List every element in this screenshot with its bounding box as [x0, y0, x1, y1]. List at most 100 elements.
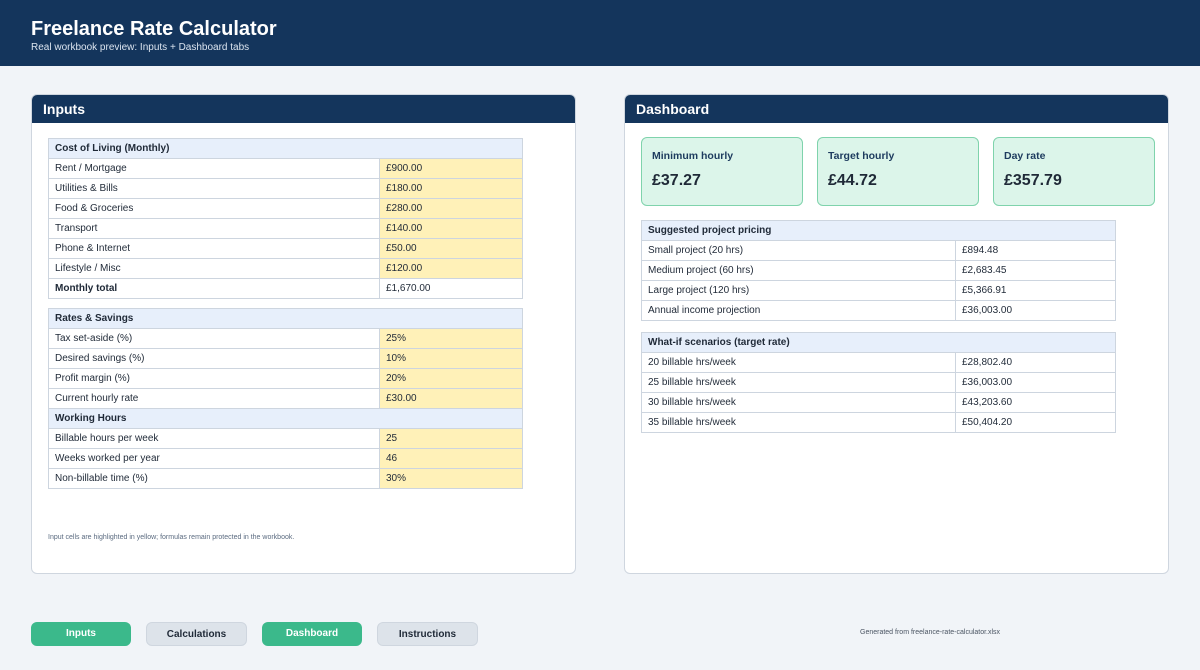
input-cell[interactable]: £180.00	[379, 178, 523, 199]
input-cell[interactable]: 30%	[379, 468, 523, 489]
app-header: Freelance Rate Calculator Real workbook …	[0, 0, 1200, 66]
card-label: Target hourly	[828, 150, 895, 162]
project-pricing-table: Suggested project pricing Small project …	[641, 220, 1116, 321]
table-row: Phone & Internet £50.00	[48, 238, 523, 259]
table-row: 20 billable hrs/week £28,802.40	[641, 352, 1116, 373]
card-value: £44.72	[828, 172, 877, 189]
table-row: Large project (120 hrs) £5,366.91	[641, 280, 1116, 301]
cost-of-living-heading: Cost of Living (Monthly)	[48, 138, 523, 159]
row-value: £36,003.00	[955, 300, 1116, 321]
row-label: Utilities & Bills	[48, 178, 380, 199]
app-subtitle: Real workbook preview: Inputs + Dashboar…	[31, 42, 250, 53]
input-cell[interactable]: 25%	[379, 328, 523, 349]
input-cell[interactable]: £900.00	[379, 158, 523, 179]
monthly-total-label: Monthly total	[48, 278, 380, 299]
row-value: £28,802.40	[955, 352, 1116, 373]
scenarios-heading: What-if scenarios (target rate)	[641, 332, 1116, 353]
row-label: Rent / Mortgage	[48, 158, 380, 179]
day-rate-card: Day rate £357.79	[993, 137, 1155, 206]
row-label: 25 billable hrs/week	[641, 372, 956, 393]
row-label: Tax set-aside (%)	[48, 328, 380, 349]
row-label: Small project (20 hrs)	[641, 240, 956, 261]
tab-calculations[interactable]: Calculations	[146, 622, 247, 646]
source-file-note: Generated from freelance-rate-calculator…	[860, 629, 1001, 636]
row-label: Phone & Internet	[48, 238, 380, 259]
card-label: Day rate	[1004, 150, 1046, 162]
table-row: Food & Groceries £280.00	[48, 198, 523, 219]
table-row: Utilities & Bills £180.00	[48, 178, 523, 199]
input-cell[interactable]: 20%	[379, 368, 523, 389]
row-value: £50,404.20	[955, 412, 1116, 433]
tab-dashboard[interactable]: Dashboard	[262, 622, 362, 646]
row-value: £2,683.45	[955, 260, 1116, 281]
table-row: Annual income projection £36,003.00	[641, 300, 1116, 321]
row-label: Non-billable time (%)	[48, 468, 380, 489]
card-label: Minimum hourly	[652, 150, 734, 162]
row-label: 35 billable hrs/week	[641, 412, 956, 433]
input-cell[interactable]: 25	[379, 428, 523, 449]
row-label: Weeks worked per year	[48, 448, 380, 469]
table-row: Weeks worked per year 46	[48, 448, 523, 469]
target-hourly-card: Target hourly £44.72	[817, 137, 979, 206]
input-cell[interactable]: £50.00	[379, 238, 523, 259]
inputs-panel: Inputs Cost of Living (Monthly) Rent / M…	[31, 94, 576, 574]
rates-hours-table: Rates & Savings Tax set-aside (%) 25% De…	[48, 308, 523, 489]
what-if-scenarios-table: What-if scenarios (target rate) 20 billa…	[641, 332, 1116, 433]
table-row: 30 billable hrs/week £43,203.60	[641, 392, 1116, 413]
dashboard-panel-title: Dashboard	[625, 95, 1168, 123]
input-cell[interactable]: £280.00	[379, 198, 523, 219]
table-row: Transport £140.00	[48, 218, 523, 239]
section-header-row: What-if scenarios (target rate)	[641, 332, 1116, 353]
row-label: Lifestyle / Misc	[48, 258, 380, 279]
input-cell[interactable]: £140.00	[379, 218, 523, 239]
table-row: Profit margin (%) 20%	[48, 368, 523, 389]
working-hours-heading: Working Hours	[48, 408, 523, 429]
row-value: £894.48	[955, 240, 1116, 261]
table-row: Desired savings (%) 10%	[48, 348, 523, 369]
minimum-hourly-card: Minimum hourly £37.27	[641, 137, 803, 206]
row-label: Profit margin (%)	[48, 368, 380, 389]
table-row: Tax set-aside (%) 25%	[48, 328, 523, 349]
table-row: 35 billable hrs/week £50,404.20	[641, 412, 1116, 433]
total-row: Monthly total £1,670.00	[48, 278, 523, 299]
input-cell[interactable]: 10%	[379, 348, 523, 369]
input-cells-note: Input cells are highlighted in yellow; f…	[48, 534, 295, 541]
input-cell[interactable]: 46	[379, 448, 523, 469]
table-row: Non-billable time (%) 30%	[48, 468, 523, 489]
app-title: Freelance Rate Calculator	[31, 18, 277, 40]
card-value: £357.79	[1004, 172, 1062, 189]
section-header-row: Working Hours	[48, 408, 523, 429]
table-row: Lifestyle / Misc £120.00	[48, 258, 523, 279]
input-cell[interactable]: £30.00	[379, 388, 523, 409]
input-cell[interactable]: £120.00	[379, 258, 523, 279]
table-row: Medium project (60 hrs) £2,683.45	[641, 260, 1116, 281]
project-pricing-heading: Suggested project pricing	[641, 220, 1116, 241]
row-label: Desired savings (%)	[48, 348, 380, 369]
row-label: 20 billable hrs/week	[641, 352, 956, 373]
table-row: Rent / Mortgage £900.00	[48, 158, 523, 179]
row-label: Current hourly rate	[48, 388, 380, 409]
row-value: £5,366.91	[955, 280, 1116, 301]
tab-inputs[interactable]: Inputs	[31, 622, 131, 646]
row-label: Food & Groceries	[48, 198, 380, 219]
monthly-total-value: £1,670.00	[379, 278, 523, 299]
tab-instructions[interactable]: Instructions	[377, 622, 478, 646]
table-row: Small project (20 hrs) £894.48	[641, 240, 1116, 261]
table-row: Current hourly rate £30.00	[48, 388, 523, 409]
section-header-row: Rates & Savings	[48, 308, 523, 329]
row-label: Large project (120 hrs)	[641, 280, 956, 301]
row-label: Medium project (60 hrs)	[641, 260, 956, 281]
card-value: £37.27	[652, 172, 701, 189]
section-header-row: Cost of Living (Monthly)	[48, 138, 523, 159]
row-label: 30 billable hrs/week	[641, 392, 956, 413]
row-label: Annual income projection	[641, 300, 956, 321]
section-header-row: Suggested project pricing	[641, 220, 1116, 241]
row-value: £43,203.60	[955, 392, 1116, 413]
table-row: Billable hours per week 25	[48, 428, 523, 449]
cost-of-living-table: Cost of Living (Monthly) Rent / Mortgage…	[48, 138, 523, 299]
table-row: 25 billable hrs/week £36,003.00	[641, 372, 1116, 393]
row-label: Billable hours per week	[48, 428, 380, 449]
dashboard-panel: Dashboard Minimum hourly £37.27 Target h…	[624, 94, 1169, 574]
rates-savings-heading: Rates & Savings	[48, 308, 523, 329]
row-label: Transport	[48, 218, 380, 239]
